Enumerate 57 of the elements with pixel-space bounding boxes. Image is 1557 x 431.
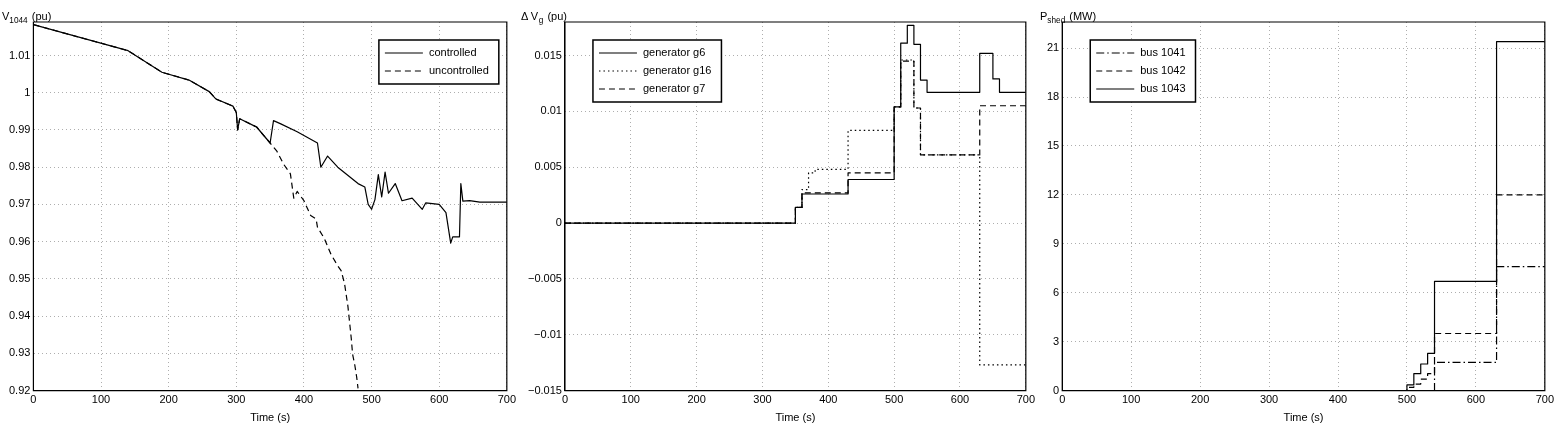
y-tick-label: 12 — [1046, 187, 1060, 200]
x-tick-label: 100 — [621, 393, 640, 406]
x-tick-label: 300 — [227, 393, 246, 406]
x-tick-label: 400 — [1328, 393, 1348, 406]
y-tick-label: 0.95 — [8, 271, 31, 284]
y-tick-label: 15 — [1046, 138, 1060, 151]
x-tick-label: 200 — [687, 393, 706, 406]
legend-label: bus 1042 — [1140, 64, 1186, 77]
y-tick-label: −0.015 — [528, 383, 562, 396]
x-axis-title: Time (s) — [775, 411, 816, 424]
y-tick-label: 3 — [1053, 334, 1060, 347]
y-tick-label: 0.92 — [8, 383, 31, 396]
x-tick-label: 200 — [159, 393, 178, 406]
y-tick-label: 0.005 — [534, 160, 562, 173]
x-tick-label: 400 — [294, 393, 314, 406]
y-tick-label: 0.98 — [8, 160, 31, 173]
y-tick-label: 1.01 — [8, 48, 31, 61]
y-tick-label: 0 — [555, 216, 562, 229]
x-tick-label: 500 — [362, 393, 381, 406]
y-tick-label: 18 — [1046, 90, 1060, 103]
legend-label: controlled — [428, 46, 477, 59]
legend-label: bus 1041 — [1140, 46, 1186, 59]
x-tick-label: 400 — [819, 393, 838, 406]
x-tick-label: 200 — [1190, 393, 1210, 406]
y-tick-label: 0.99 — [8, 123, 31, 135]
x-tick-label: 500 — [1397, 393, 1417, 406]
x-axis-title: Time (s) — [1283, 411, 1324, 424]
x-tick-label: 700 — [1016, 393, 1035, 406]
y-tick-label: 0.93 — [8, 346, 31, 359]
x-tick-label: 600 — [1466, 393, 1486, 406]
x-tick-label: 600 — [950, 393, 970, 406]
y-tick-label: 0 — [1053, 383, 1060, 396]
x-tick-label: 300 — [753, 393, 772, 406]
x-tick-label: 300 — [1259, 393, 1279, 406]
x-tick-label: 100 — [1122, 393, 1141, 406]
x-tick-label: 100 — [91, 393, 111, 406]
x-tick-label: 500 — [884, 393, 904, 406]
y-tick-label: 0.01 — [540, 104, 562, 117]
legend-label: generator g6 — [642, 46, 706, 59]
x-tick-label: 600 — [430, 393, 449, 406]
y-tick-label: 21 — [1046, 41, 1060, 54]
x-axis-title: Time (s) — [250, 411, 291, 424]
legend-label: uncontrolled — [428, 64, 489, 77]
y-tick-label: 0.96 — [8, 234, 31, 247]
legend-label: generator g16 — [642, 64, 712, 77]
legend-label: generator g7 — [642, 82, 706, 95]
x-tick-label: 700 — [1535, 393, 1554, 406]
legend-label: bus 1043 — [1140, 82, 1186, 95]
y-tick-label: −0.01 — [534, 327, 562, 340]
y-tick-label: −0.005 — [528, 271, 562, 284]
x-tick-label: 700 — [497, 393, 516, 406]
y-tick-label: 6 — [1053, 285, 1060, 298]
y-tick-label: 0.015 — [534, 48, 562, 61]
y-tick-label: 0.97 — [8, 197, 31, 210]
y-tick-label: 0.94 — [8, 309, 31, 322]
y-tick-label: 1 — [24, 85, 31, 98]
y-tick-label: 9 — [1053, 236, 1060, 249]
